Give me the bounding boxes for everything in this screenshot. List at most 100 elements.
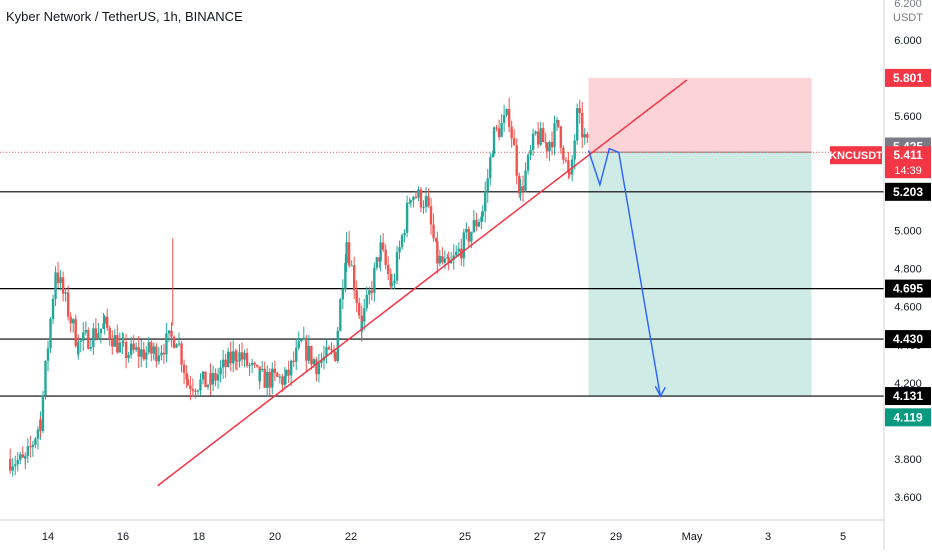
candle-body [284,369,288,377]
candle-body [393,280,396,284]
candle-body [186,379,190,386]
candle-body [475,219,478,227]
candle-body [26,446,30,456]
candle-body [276,372,279,377]
candle-body [434,238,438,242]
candle-body [515,145,518,176]
candle-body [573,140,576,160]
candle-body [211,373,215,385]
price-tick-label: 5.000 [894,226,922,238]
candle-body [34,438,37,445]
candle-body [368,290,371,295]
price-tick-label: 5.600 [894,111,922,123]
candle-body [470,232,473,242]
candle-body [424,196,428,208]
projection-path [587,147,662,397]
currency-label: USDT [893,12,923,24]
time-tick-label: May [682,531,703,543]
candle-body [389,274,392,287]
candle-body [150,342,153,354]
candle-body [11,466,14,471]
candle-body [234,351,237,361]
stop-price-label-bg [885,68,931,87]
candle-body [102,323,105,329]
candle-body [287,369,290,376]
candle-body [162,352,166,355]
candle-body [196,390,200,392]
candle-body [201,371,205,380]
candle-body [140,349,143,357]
level-price-label: 4.695 [893,282,923,296]
candle-body [232,351,235,364]
symbol-tag-bg [830,146,882,165]
candle-body [432,224,435,239]
candle-body [271,368,274,388]
candle-body [89,347,93,349]
candle-body [54,272,57,299]
candle-body [69,316,72,324]
price-tick-label: 3.600 [894,492,922,504]
candle-body [363,308,366,322]
candle-body [481,211,484,217]
candle-body [226,351,230,367]
candle-body [129,343,133,355]
candle-body [379,242,382,262]
candle-body [77,341,80,355]
time-tick-label: 5 [840,531,846,543]
candle-body [344,262,347,289]
position-zones [588,77,812,397]
candle-body [137,347,140,357]
candle-body [545,142,549,152]
candle-body [167,330,171,334]
candle-body [586,134,589,138]
time-tick-label: 18 [193,531,205,543]
candle-body [352,265,356,291]
candle-body [97,333,100,339]
candle-body [56,272,60,284]
candle-body [472,219,476,233]
candle-body [497,128,501,138]
candle-body [142,349,145,360]
candle-body [550,142,554,148]
candle-body [94,328,98,339]
stop-price-label: 5.801 [893,71,923,85]
candle-body [46,348,50,361]
candle-body [194,390,197,392]
candle-body [341,288,345,300]
candle-body [510,126,513,139]
candle-body [452,255,455,260]
countdown-timer-label: 14:39 [894,165,922,177]
candle-body [19,454,22,461]
level-price-label: 4.430 [893,332,923,346]
candle-body [555,120,559,124]
candle-body [268,371,271,388]
candle-body [486,178,489,192]
candle-body [455,251,458,256]
candle-body [214,373,217,381]
candle-body [414,196,418,198]
candle-body [564,159,568,161]
candle-body [409,200,413,203]
candle-body [390,283,394,287]
candle-body [568,171,571,175]
candle-body [24,455,27,459]
last-price-label: 5.411 [893,148,923,162]
candle-body [281,376,284,385]
time-tick-label: 22 [345,531,357,543]
candle-body [544,142,547,144]
candle-body [408,202,411,204]
candle-body [417,189,420,198]
time-axis[interactable]: 14 16 18 20 22 25 27 29 May 3 5 [0,519,884,543]
candle-body [152,346,156,352]
candle-body [266,371,269,388]
candle-body [387,265,390,275]
candle-body [457,248,460,252]
chart-title: Kyber Network / TetherUS, 1h, BINANCE [6,9,243,24]
candle-body [438,256,442,264]
candle-body [66,292,70,317]
candle-body [495,127,498,129]
candle-body [581,113,584,138]
candle-body [583,134,586,138]
